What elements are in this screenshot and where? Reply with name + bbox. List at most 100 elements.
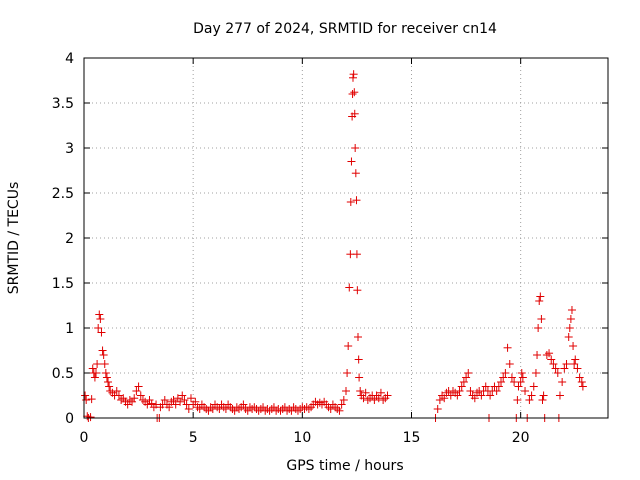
data-point — [525, 396, 534, 404]
data-point — [293, 406, 302, 415]
data-point — [457, 382, 466, 391]
data-point — [81, 391, 90, 400]
data-point — [501, 369, 510, 377]
data-point — [86, 413, 95, 422]
data-point — [573, 364, 582, 373]
data-point — [545, 349, 554, 358]
data-point — [514, 382, 523, 391]
data-point — [477, 391, 486, 400]
data-point — [499, 373, 508, 382]
data-point — [98, 346, 107, 355]
data-point — [542, 351, 551, 359]
data-point — [315, 398, 324, 407]
y-axis-label: SRMTID / TECUs — [6, 182, 22, 295]
data-point — [354, 355, 363, 364]
data-point — [186, 394, 195, 403]
data-point — [356, 387, 365, 395]
data-point — [348, 90, 357, 98]
data-point — [344, 342, 353, 350]
data-point — [289, 403, 298, 412]
data-point — [92, 369, 101, 377]
data-point — [82, 396, 91, 404]
data-point — [169, 396, 178, 404]
data-point — [239, 400, 248, 409]
data-point — [304, 405, 313, 413]
x-tick-label: 15 — [403, 430, 421, 446]
data-point — [355, 373, 364, 382]
x-axis-ticks: 0 5 10 15 20 — [80, 58, 530, 446]
data-point — [280, 403, 289, 412]
data-point — [553, 369, 562, 377]
data-point — [136, 391, 145, 400]
y-tick-label: 2.5 — [52, 186, 74, 202]
data-point — [497, 378, 506, 386]
data-point — [462, 373, 471, 382]
data-point — [492, 387, 501, 395]
data-point — [134, 382, 143, 391]
data-point — [555, 391, 564, 400]
data-points — [81, 70, 587, 422]
data-point — [101, 369, 110, 377]
data-point — [517, 369, 526, 377]
y-tick-label: 3 — [65, 141, 74, 157]
data-point — [350, 88, 359, 97]
data-point — [171, 400, 180, 409]
data-point — [353, 286, 362, 295]
data-point — [361, 388, 370, 397]
x-tick-label: 0 — [80, 430, 89, 446]
data-point — [531, 369, 540, 377]
data-point — [130, 394, 139, 403]
x-tick-label: 5 — [189, 430, 198, 446]
data-point — [230, 406, 239, 415]
data-point — [534, 324, 543, 332]
data-point — [549, 360, 558, 368]
data-point — [160, 396, 169, 404]
data-point — [112, 387, 121, 395]
data-point — [539, 391, 548, 400]
x-tick-label: 10 — [293, 430, 311, 446]
data-point — [335, 406, 344, 415]
data-point — [351, 144, 360, 152]
data-point — [178, 391, 187, 400]
data-point — [123, 400, 132, 409]
data-point — [117, 396, 126, 404]
data-point — [90, 373, 99, 382]
y-tick-label: 1.5 — [52, 276, 74, 292]
data-point — [533, 351, 542, 359]
data-point — [578, 382, 587, 391]
data-point — [570, 360, 579, 368]
data-point — [333, 405, 342, 413]
data-point — [346, 198, 355, 206]
data-point — [95, 310, 104, 319]
y-tick-label: 4 — [65, 51, 74, 67]
data-point — [383, 391, 392, 400]
data-point — [342, 387, 350, 395]
data-point — [558, 378, 567, 386]
data-point — [513, 396, 522, 404]
data-point — [259, 403, 268, 412]
data-point — [464, 369, 473, 377]
data-point — [466, 387, 475, 395]
data-point — [352, 196, 361, 205]
data-point — [184, 405, 193, 413]
data-point — [339, 396, 348, 404]
data-point — [348, 73, 357, 82]
y-tick-label: 0 — [65, 411, 74, 427]
data-point — [343, 369, 352, 377]
data-point — [507, 373, 516, 382]
data-point — [537, 315, 546, 323]
data-point — [87, 395, 96, 404]
y-tick-label: 1 — [65, 321, 74, 337]
data-point — [354, 333, 363, 341]
data-point — [132, 387, 141, 395]
data-point — [564, 333, 573, 341]
y-tick-label: 2 — [65, 231, 74, 247]
data-point — [97, 328, 106, 337]
data-point — [565, 324, 574, 332]
data-point — [352, 250, 361, 259]
data-point — [99, 351, 108, 359]
data-point — [88, 364, 97, 373]
data-point — [250, 403, 259, 412]
data-point — [536, 292, 545, 301]
